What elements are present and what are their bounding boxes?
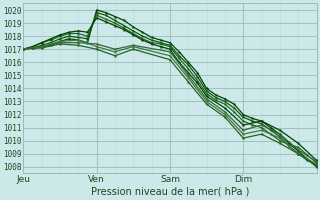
X-axis label: Pression niveau de la mer( hPa ): Pression niveau de la mer( hPa ) bbox=[91, 187, 249, 197]
